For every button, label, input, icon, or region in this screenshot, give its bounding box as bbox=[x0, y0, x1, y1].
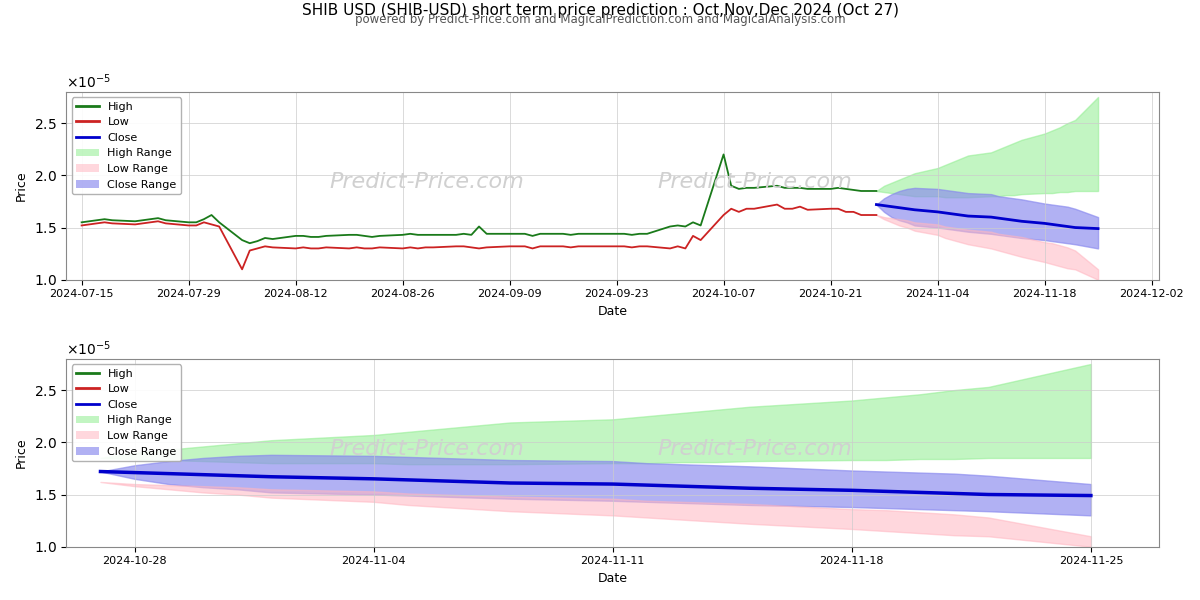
Text: powered by Predict-Price.com and MagicalPrediction.com and MagicalAnalysis.com: powered by Predict-Price.com and Magical… bbox=[355, 13, 845, 26]
Y-axis label: Price: Price bbox=[14, 437, 28, 468]
Text: Predict-Price.com: Predict-Price.com bbox=[330, 439, 524, 459]
Legend: High, Low, Close, High Range, Low Range, Close Range: High, Low, Close, High Range, Low Range,… bbox=[72, 364, 181, 461]
X-axis label: Date: Date bbox=[598, 572, 628, 585]
X-axis label: Date: Date bbox=[598, 305, 628, 318]
Text: SHIB USD (SHIB-USD) short term price prediction : Oct,Nov,Dec 2024 (Oct 27): SHIB USD (SHIB-USD) short term price pre… bbox=[301, 3, 899, 18]
Text: Predict-Price.com: Predict-Price.com bbox=[658, 439, 852, 459]
Y-axis label: Price: Price bbox=[14, 170, 28, 201]
Legend: High, Low, Close, High Range, Low Range, Close Range: High, Low, Close, High Range, Low Range,… bbox=[72, 97, 181, 194]
Text: Predict-Price.com: Predict-Price.com bbox=[330, 172, 524, 192]
Text: Predict-Price.com: Predict-Price.com bbox=[658, 172, 852, 192]
